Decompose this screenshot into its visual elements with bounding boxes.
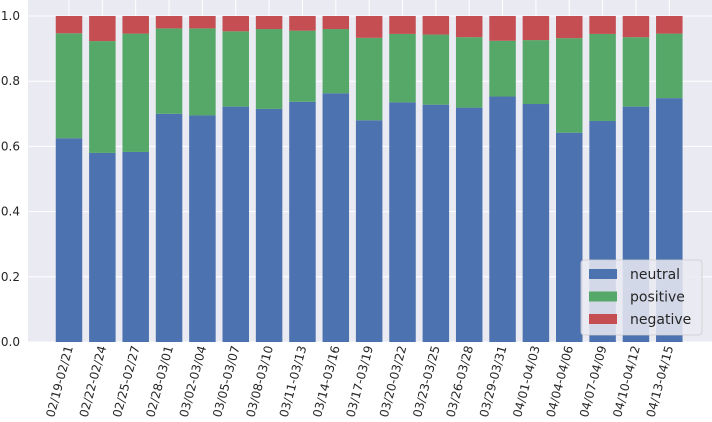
bar-negative [55,16,83,34]
bar-positive [122,33,149,152]
bar-negative [656,16,683,34]
legend-swatch-negative [589,314,617,324]
y-axis: 0.0 0.2 0.4 0.6 0.8 1.0 [1,9,20,349]
y-tick-label: 0.2 [1,270,20,284]
x-tick-label: 03/08-03/10 [243,344,276,419]
legend-label-negative: negative [630,312,691,328]
x-tick-label: 02/22-02/24 [77,344,110,419]
x-axis: 02/19-02/21 02/22-02/24 02/25-02/27 02/28-0… [43,344,676,419]
y-tick-label: 0.8 [1,74,20,88]
x-tick-label: 03/14-03/16 [310,344,343,419]
bar-neutral [455,107,483,342]
y-tick-label: 0.4 [1,205,20,219]
x-tick-label: 03/26-03/28 [444,344,477,419]
bar-positive [489,40,516,97]
bar-positive [222,31,249,107]
bar-positive [155,28,183,114]
bar-negative [355,16,383,38]
bar-negative [189,16,216,29]
bar-neutral [422,104,450,342]
bar-positive [255,29,283,109]
bar-neutral [122,151,149,342]
legend-swatch-neutral [589,269,617,279]
y-tick-label: 1.0 [1,9,20,23]
bar-neutral [322,93,350,343]
bar-positive [455,37,483,108]
bar-neutral [255,108,283,342]
bar-neutral [289,101,316,342]
x-tick-label: 04/10-04/12 [610,344,643,419]
bar-positive [422,34,450,105]
bar-positive [522,40,550,105]
legend: neutral positive negative [580,259,703,336]
bar-positive [289,30,316,102]
bar-positive [89,41,116,153]
legend-label-positive: positive [630,290,685,306]
x-tick-label: 02/28-03/01 [143,344,176,419]
x-tick-label: 03/11-03/13 [277,344,310,419]
x-tick-label: 02/25-02/27 [110,344,143,419]
bar-positive [556,38,583,133]
bar-negative [389,16,416,34]
bar-negative [522,16,550,41]
bar-neutral [222,106,249,343]
bar-positive [589,33,616,121]
bar-positive [656,33,683,99]
bar-negative [255,16,283,30]
bar-neutral [189,115,216,343]
bar-negative [222,16,249,32]
bar-negative [455,16,483,38]
x-tick-label: 03/20-03/22 [377,344,410,419]
bar-negative [556,16,583,39]
y-tick-label: 0.0 [1,335,20,349]
bar-positive [55,33,83,139]
bar-negative [489,16,516,41]
bar-positive [355,37,383,121]
bar-neutral [489,96,516,342]
x-tick-label: 03/23-03/25 [410,344,443,419]
x-tick-label: 03/05-03/07 [210,344,243,419]
bar-negative [122,16,149,34]
x-tick-label: 04/04-04/06 [544,344,577,419]
bar-neutral [522,104,550,343]
bar-negative [155,16,183,29]
bar-neutral [89,152,116,342]
legend-label-neutral: neutral [630,267,680,283]
bar-neutral [55,138,83,342]
bar-positive [322,29,350,94]
legend-swatch-positive [589,291,617,302]
x-tick-label: 03/29-03/31 [477,344,510,419]
bar-positive [622,37,650,107]
x-tick-label: 03/17-03/19 [344,344,377,419]
y-tick-label: 0.6 [1,139,20,153]
bar-negative [589,16,616,34]
x-tick-label: 02/19-02/21 [43,344,76,419]
bar-negative [622,16,650,38]
bar-negative [289,16,316,31]
bar-negative [322,16,350,30]
bar-neutral [355,120,383,342]
x-tick-label: 04/07-04/09 [577,344,610,419]
x-tick-label: 04/01-04/03 [510,344,543,419]
bar-negative [422,16,450,35]
x-tick-label: 04/13-04/15 [644,344,677,419]
bar-neutral [155,113,183,342]
bars [55,16,683,343]
bar-positive [389,33,416,103]
bar-neutral [556,132,583,342]
bar-positive [189,28,216,116]
bar-neutral [389,102,416,342]
bar-negative [89,16,116,42]
x-tick-label: 03/02-03/04 [177,344,210,419]
